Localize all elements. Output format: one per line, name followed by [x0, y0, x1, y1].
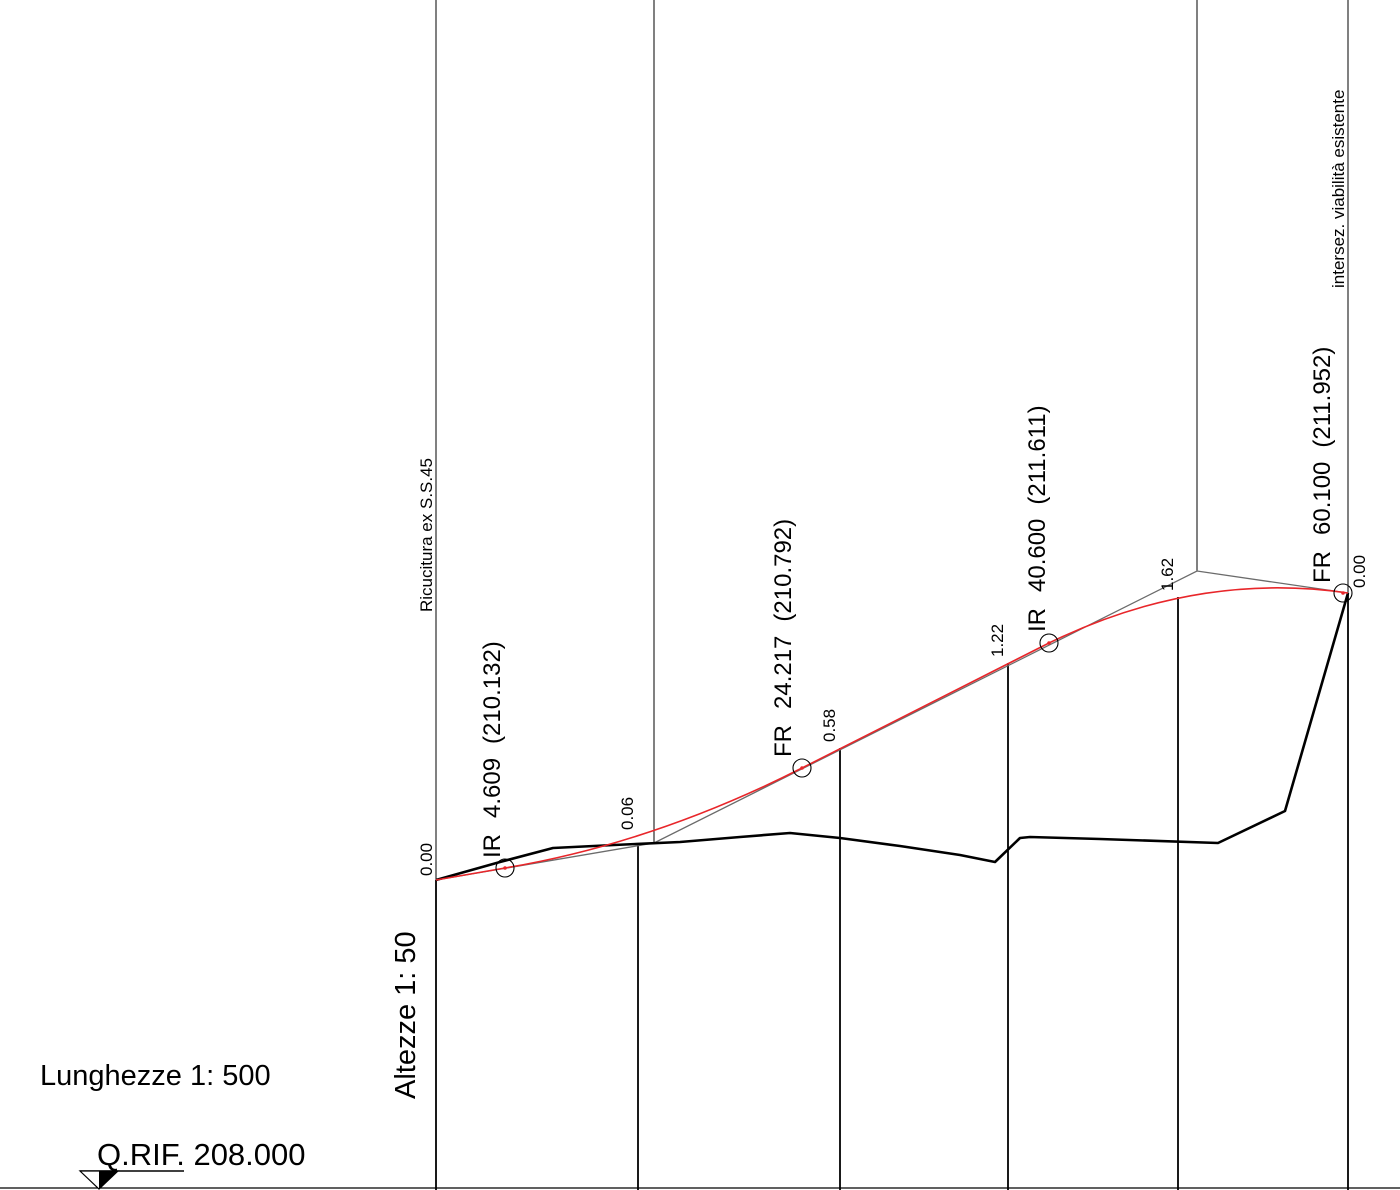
- fill-height-label: 0.00: [1350, 555, 1369, 588]
- curve-point-label: IR 4.609 (210.132): [479, 641, 506, 858]
- curve-point-marker: [792, 758, 812, 778]
- vertical-curve-markers: [495, 583, 1353, 878]
- curve-point-label: FR 60.100 (211.952): [1309, 347, 1336, 583]
- curve-point-marker: [1333, 583, 1353, 603]
- curve-point-elevation: (210.132): [479, 641, 506, 744]
- fill-height-label: 0.58: [820, 709, 839, 742]
- curve-point-dot: [503, 866, 507, 870]
- svg-text:FR24.217(210.792): FR 24.217 (210.792): [770, 519, 797, 757]
- curve-point-progressive: 4.609: [479, 758, 506, 818]
- start-note: Ricucitura ex S.S.45: [417, 458, 436, 612]
- upper-grid-lines: [435, 0, 1349, 880]
- curve-point-type: FR: [770, 725, 797, 757]
- ground-profile: [435, 592, 1350, 882]
- svg-text:FR60.100(211.952): FR 60.100 (211.952): [1309, 347, 1336, 583]
- fill-height-label: 0.06: [618, 797, 637, 830]
- curve-point-type: IR: [1024, 608, 1051, 632]
- curve-point-label: FR 24.217 (210.792): [770, 519, 797, 757]
- reference-level-icon-fill: [99, 1171, 118, 1189]
- curve-point-elevation: (211.611): [1024, 405, 1051, 504]
- fill-height-label: 1.22: [988, 624, 1007, 657]
- end-note: intersez. viabilità esistente: [1329, 90, 1348, 288]
- station-lines: [435, 593, 1349, 1190]
- altezze-scale-label: Altezze 1: 50: [390, 931, 422, 1099]
- design-profile: [435, 587, 1349, 881]
- curve-point-dot: [1341, 591, 1345, 595]
- tangent-polyline: [435, 570, 1349, 881]
- curve-point-progressive: 40.600: [1024, 519, 1051, 592]
- vertical-curve-dots: [503, 591, 1345, 870]
- lunghezze-scale-label: Lunghezze 1: 500: [40, 1060, 271, 1092]
- curve-point-progressive: 60.100: [1309, 462, 1336, 535]
- fill-height-label: 1.62: [1158, 558, 1177, 591]
- svg-text:IR40.600(211.611): IR 40.600 (211.611): [1024, 405, 1051, 632]
- curve-point-dot: [800, 766, 804, 770]
- curve-point-dot: [1047, 641, 1051, 645]
- curve-point-label: IR 40.600 (211.611): [1024, 405, 1051, 632]
- curve-point-marker: [495, 858, 515, 878]
- curve-point-elevation: (210.792): [770, 519, 797, 622]
- curve-point-marker: [1039, 633, 1059, 653]
- curve-point-type: FR: [1309, 551, 1336, 583]
- svg-text:IR4.609(210.132): IR 4.609 (210.132): [479, 641, 506, 858]
- curve-point-elevation: (211.952): [1309, 347, 1336, 448]
- reference-level-label: Q.RIF. 208.000: [97, 1137, 306, 1172]
- curve-point-progressive: 24.217: [770, 636, 797, 709]
- curve-point-type: IR: [479, 834, 506, 858]
- fill-height-label: 0.00: [417, 843, 436, 876]
